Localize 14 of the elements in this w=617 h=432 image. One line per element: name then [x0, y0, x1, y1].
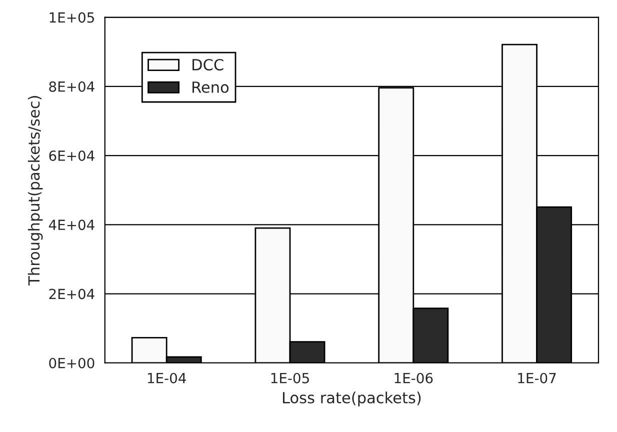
y-tick-label: 1E+05: [50, 12, 94, 23]
x-axis-title: Loss rate(packets): [282, 392, 421, 406]
legend-label: Reno: [192, 82, 229, 93]
x-tick-label: 1E-04: [148, 372, 186, 384]
y-tick-label: 6E+04: [49, 150, 94, 161]
y-tick-label: 2E+04: [49, 288, 94, 300]
y-tick-label: 4E+04: [48, 220, 94, 230]
y-axis-title: Throughput(packets/sec): [28, 96, 43, 286]
x-tick-label: 1E-06: [394, 372, 433, 384]
legend-label: DCC: [192, 58, 224, 71]
x-tick-label: 1E-07: [518, 372, 556, 384]
y-tick-label: 0E+00: [49, 358, 94, 368]
x-tick-label: 1E-05: [271, 372, 309, 384]
y-tick-label: 8E+04: [49, 81, 94, 92]
